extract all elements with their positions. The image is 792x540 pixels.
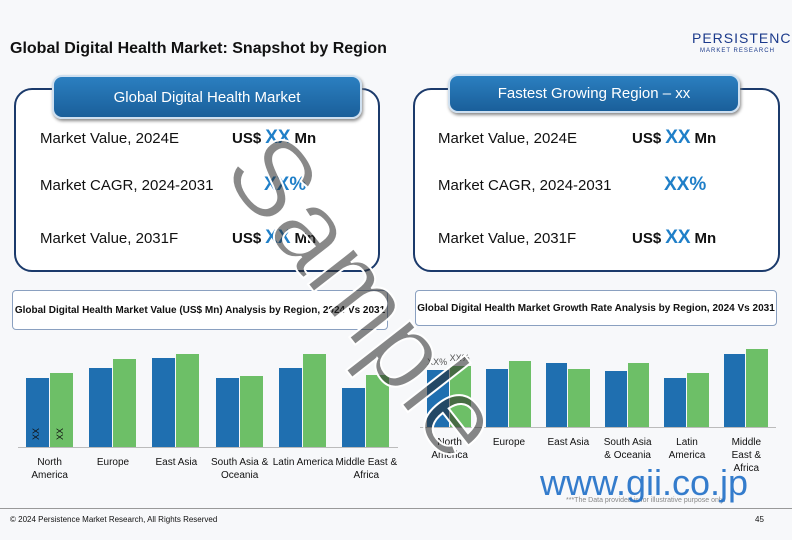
logo-sub: MARKET RESEARCH: [700, 48, 775, 54]
footer-line: [0, 508, 792, 509]
bar: [605, 371, 627, 427]
x-tick-label: Middle East & Africa: [335, 457, 398, 481]
bar: [215, 378, 239, 447]
spacer: [0, 30, 792, 33]
x-tick-label: Latin America: [668, 437, 706, 461]
row-value: XX%: [660, 174, 710, 196]
value-part: Mn: [694, 230, 717, 247]
row-value: US$ XX Mn: [632, 227, 716, 249]
data-label: XX%: [427, 357, 448, 367]
bar: [664, 378, 686, 427]
row-label: Market Value, 2024E: [438, 130, 577, 147]
x-tick-label: Middle East & Africa: [731, 437, 762, 474]
x-tick-label: Europe: [492, 437, 526, 448]
bar: [25, 378, 49, 447]
chart-title: Global Digital Health Market Value (US$ …: [12, 290, 388, 330]
value-part: US$: [632, 130, 662, 147]
row-value: US$ XX Mn: [632, 127, 716, 149]
x-tick-label: Europe: [96, 457, 130, 468]
value-part: Mn: [294, 230, 317, 247]
bar: [239, 376, 263, 447]
bar: [342, 388, 366, 447]
bar: [509, 361, 531, 427]
x-tick-label: South Asia & Oceania: [211, 457, 269, 481]
bar: [303, 354, 327, 447]
logo: PERSISTENCE: [692, 30, 792, 46]
bar: [627, 363, 650, 427]
value-part: Mn: [694, 130, 717, 147]
axis-line: [420, 427, 776, 428]
value-part: Mn: [294, 130, 317, 147]
data-label: XX: [30, 427, 41, 441]
bar: [449, 366, 472, 427]
panel-title: Global Digital Health Market: [52, 75, 362, 119]
panel: [413, 88, 780, 272]
row-value: US$ XX Mn: [232, 127, 316, 149]
bar: [278, 368, 302, 447]
bar: [113, 359, 137, 447]
bar: [486, 369, 508, 427]
x-tick-label: South Asia & Oceania: [603, 437, 652, 461]
row-label: Market CAGR, 2024-2031: [40, 177, 214, 194]
axis-line: [18, 447, 398, 448]
bar: [545, 363, 568, 427]
row-label: Market CAGR, 2024-2031: [438, 177, 612, 194]
x-tick-label: East Asia: [547, 437, 590, 448]
value-part: XX: [665, 127, 691, 148]
value-part: XX: [665, 227, 691, 248]
data-label: XX%: [449, 353, 470, 363]
row-value: US$ XX Mn: [232, 227, 316, 249]
x-tick-label: North America: [31, 457, 68, 481]
bar: [152, 358, 176, 447]
watermark: www.gii.co.jp: [540, 462, 749, 503]
bar: [687, 373, 709, 427]
note: ***The Data provided is for illustrative…: [566, 497, 726, 504]
x-tick-label: North America: [431, 437, 468, 461]
value-part: XX%: [664, 174, 707, 195]
value-part: US$: [232, 230, 262, 247]
copyright: © 2024 Persistence Market Research, All …: [10, 515, 218, 524]
x-tick-label: East Asia: [155, 457, 198, 468]
bar: [746, 349, 768, 427]
bar: [88, 368, 112, 447]
value-part: XX%: [264, 174, 307, 195]
value-part: US$: [632, 230, 662, 247]
value-part: XX: [265, 127, 291, 148]
bar: [723, 354, 746, 427]
row-label: Market Value, 2031F: [40, 230, 179, 247]
page-number: 45: [755, 515, 764, 524]
bar: [49, 373, 73, 447]
slide-title: Global Digital Health Market: Snapshot b…: [10, 40, 387, 57]
bar: [176, 354, 200, 447]
value-part: XX: [265, 227, 291, 248]
x-tick-label: Latin America: [272, 457, 334, 468]
row-label: Market Value, 2024E: [40, 130, 179, 147]
panel-title: Fastest Growing Region – xx: [448, 74, 740, 113]
row-value: XX%: [260, 174, 310, 196]
row-label: Market Value, 2031F: [438, 230, 577, 247]
chart-title: Global Digital Health Market Growth Rate…: [415, 290, 777, 326]
data-label: XX: [54, 427, 65, 441]
bar: [568, 369, 590, 427]
value-part: US$: [232, 130, 262, 147]
bar: [427, 370, 449, 427]
bar: [366, 375, 390, 447]
